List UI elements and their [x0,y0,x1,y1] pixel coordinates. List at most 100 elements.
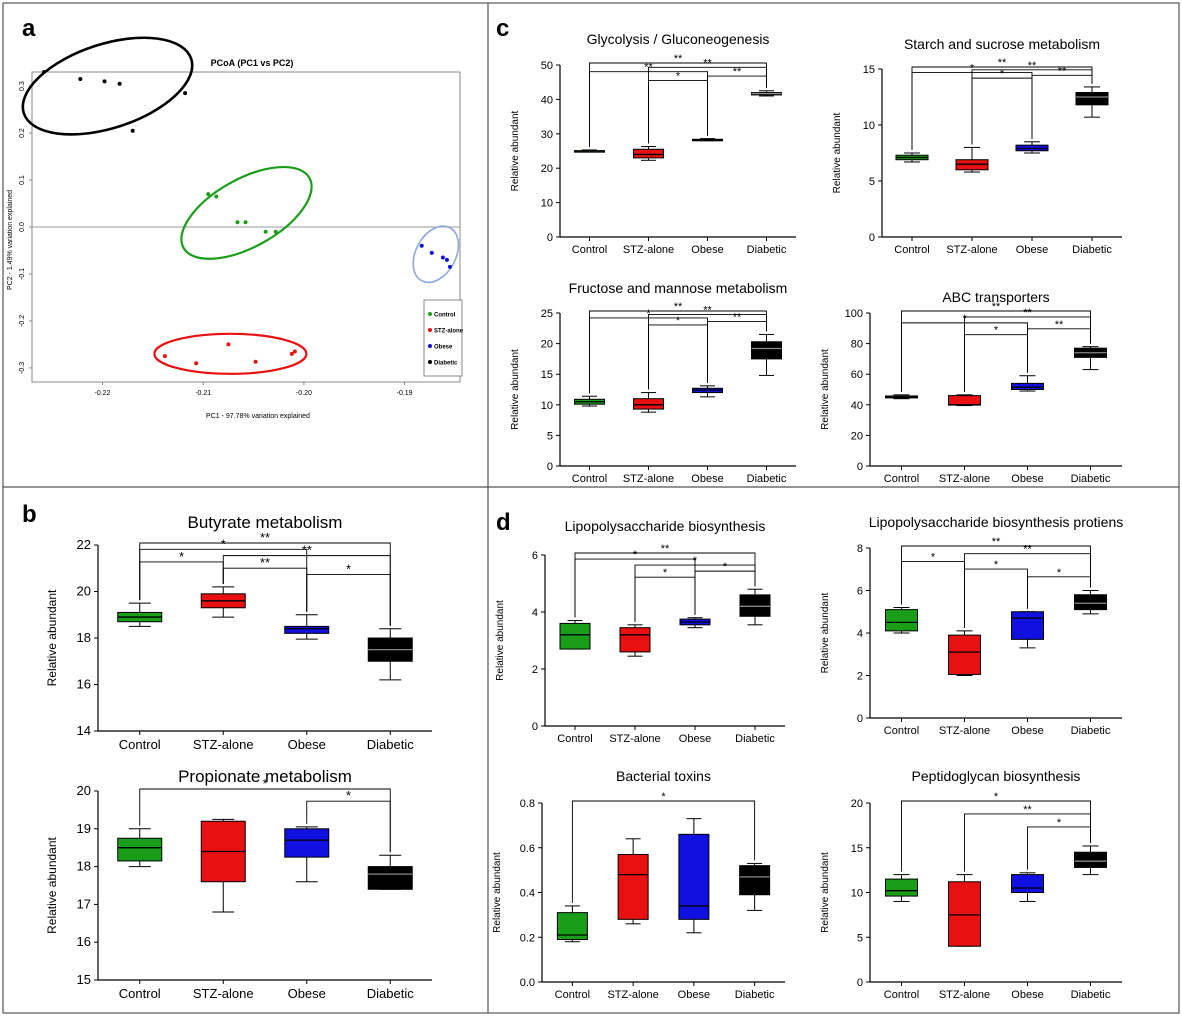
y-tick-label: 8 [857,543,863,555]
significance-bracket [1031,74,1093,139]
y-axis-label: Relative abundant [820,592,831,673]
x-tick-label: Obese [691,244,723,256]
data-point [235,220,240,225]
x-tick-label: Control [557,733,592,745]
significance-label: ** [1023,804,1032,816]
y-tick-label: 10 [863,120,875,132]
y-tick-label: 15 [77,972,91,987]
data-point [102,79,107,84]
x-tick-label: Diabetic [1071,473,1111,485]
boxplot-c1: Glycolysis / Gluconeogenesis 0 10 20 30 40 50 R… [510,31,796,256]
y-tick-label: 2 [532,664,538,676]
box-diabetic [367,866,413,890]
significance-label: * [663,567,668,579]
data-point [183,91,188,96]
significance-bracket [901,800,1091,872]
x-tick-label: Diabetic [367,737,414,752]
significance-label: * [931,551,936,563]
significance-bracket [901,545,1091,605]
chart-title: Fructose and mannose metabolism [569,280,788,296]
x-tick-label: STZ-alone [939,725,990,737]
box-obese [284,828,330,858]
pcoa-title: PCoA (PC1 vs PC2) [211,58,294,68]
box-diabetic [1074,851,1107,868]
box-stz-alone [617,853,649,920]
significance-bracket [971,77,1033,145]
x-tick-label: Control [572,473,607,485]
x-tick-label: Obese [678,989,710,1001]
significance-label: * [221,536,226,551]
y-tick-label: 4 [532,607,538,619]
y-tick-label: 0.3 [19,81,26,91]
significance-label: * [1057,567,1062,579]
y-tick-label: 0 [857,461,863,473]
y-tick-label: 5 [547,430,553,442]
significance-label: ** [1055,319,1064,331]
significance-label: * [723,561,728,573]
y-axis-label: Relative abundant [495,600,506,681]
y-tick-label: 14 [77,723,91,738]
chart-title: Peptidoglycan biosynthesis [912,768,1081,784]
boxplot-d1: Lipopolysaccharide biosynthesis 0 2 4 6 Relat… [495,518,785,745]
y-tick-label: 6 [857,586,863,598]
box-obese [1011,874,1044,893]
significance-label: * [346,562,351,577]
y-tick-label: 19 [77,821,91,836]
y-tick-label: 50 [541,60,553,72]
group-ellipse [153,332,308,375]
x-tick-label: Control [894,244,929,256]
y-tick-label: 60 [851,369,863,381]
pcoa-legend: Control STZ-alone Obese Diabetic [423,299,464,377]
significance-label: ** [674,53,683,65]
x-tick-label: Control [555,989,590,1001]
y-tick-label: -0.1 [19,268,26,280]
significance-label: * [179,549,184,564]
y-tick-label: 10 [851,888,863,900]
data-point [78,77,83,82]
legend-label: Control [434,313,456,319]
panel-letter-a: a [22,15,36,42]
x-tick-label: Control [119,986,161,1001]
significance-label: ** [661,543,670,555]
y-tick-label: 40 [851,400,863,412]
y-tick-label: 15 [851,843,863,855]
x-tick-label: STZ-alone [939,989,990,1001]
x-tick-label: STZ-alone [193,737,254,752]
data-point [226,342,231,347]
x-tick-label: Obese [288,986,326,1001]
significance-label: * [346,788,351,803]
x-tick-label: Diabetic [747,473,787,485]
significance-label: * [1057,817,1062,829]
data-point [194,361,199,366]
significance-bracket [648,79,708,144]
y-tick-label: 0 [532,721,538,733]
y-tick-label: 5 [857,932,863,944]
panel-letter-d: d [496,509,511,536]
y-tick-label: 15 [863,64,875,76]
box-control [117,837,163,862]
y-tick-label: 25 [541,308,553,320]
y-tick-label: 5 [869,176,875,188]
box-control [559,622,591,650]
x-tick-label: Obese [288,737,326,752]
data-point [440,255,445,260]
legend-swatch [428,312,432,316]
y-tick-label: 20 [541,163,553,175]
y-tick-label: 22 [77,537,91,552]
data-point [206,192,211,197]
y-tick-label: 0.0 [19,222,26,232]
significance-label: ** [992,301,1001,313]
y-tick-label: 20 [851,430,863,442]
significance-label: * [661,791,666,803]
data-point [419,243,424,248]
y-tick-label: 0.4 [520,888,535,900]
significance-label: ** [1058,65,1067,77]
y-axis-label: Relative abundant [45,836,59,933]
y-tick-label: 10 [541,198,553,210]
significance-label: * [676,315,681,327]
box-stz-alone [619,627,651,653]
box-control [885,878,918,897]
significance-bracket [1027,576,1091,609]
box-obese [1011,611,1044,640]
y-tick-label: 0.2 [19,128,26,138]
